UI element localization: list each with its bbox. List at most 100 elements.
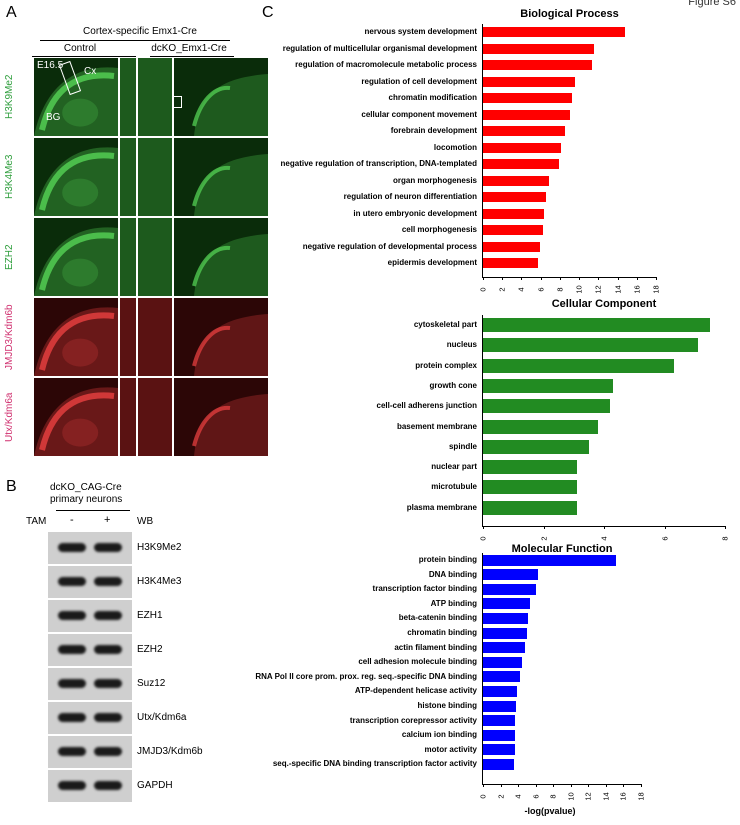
dcko-inset-image <box>138 218 172 296</box>
category-label: basement membrane <box>396 421 477 431</box>
category-label: cell adhesion molecule binding <box>358 657 477 667</box>
category-label: nervous system development <box>364 27 477 36</box>
category-label: regulation of neuron differentiation <box>343 192 477 201</box>
category-label: transcription factor binding <box>372 584 477 594</box>
tick-label: 12 <box>583 792 593 801</box>
tick-mark <box>588 784 590 787</box>
dcko-image <box>174 58 268 136</box>
y-axis-line <box>482 23 483 277</box>
bar <box>483 192 547 202</box>
bar <box>483 598 530 610</box>
tick-label: 2 <box>496 794 506 799</box>
tick-label: 8 <box>548 794 558 799</box>
category-label: regulation of macromolecule metabolic pr… <box>295 60 477 69</box>
tick-mark <box>579 277 581 280</box>
bar <box>483 612 528 624</box>
control-image <box>34 298 118 376</box>
control-underline <box>32 56 136 57</box>
bar <box>483 159 559 169</box>
category-label: DNA binding <box>428 569 477 579</box>
category-label: nucleus <box>446 340 477 350</box>
control-inset-image <box>120 298 136 376</box>
tick-label: 4 <box>516 287 526 292</box>
tick-label: 0 <box>478 287 488 292</box>
tick-mark <box>502 277 504 280</box>
control-inset-image <box>120 58 136 136</box>
basal-ganglia-label: BG <box>46 112 61 123</box>
bar <box>483 142 561 153</box>
bar <box>483 358 674 373</box>
category-label: ATP-dependent helicase activity <box>354 686 477 696</box>
tick-mark <box>636 277 638 280</box>
y-axis-line <box>482 552 483 784</box>
bar <box>483 225 543 235</box>
category-label: organ morphogenesis <box>392 175 477 185</box>
panel-c-letter: C <box>262 4 274 21</box>
dcko-inset-image <box>138 298 172 376</box>
tick-label: 12 <box>593 285 603 294</box>
bar <box>483 500 577 515</box>
age-label: E16.5 <box>37 60 64 71</box>
tick-label: 16 <box>632 285 642 294</box>
bar <box>483 93 573 103</box>
cortex-label: Cx <box>84 66 97 77</box>
bar <box>483 109 571 120</box>
category-label: beta-catenin binding <box>398 613 477 623</box>
category-label: microtubule <box>431 482 477 492</box>
wb-label: WB <box>137 516 154 527</box>
y-axis-line <box>482 314 483 526</box>
bar <box>483 175 550 186</box>
category-label: actin filament binding <box>394 642 477 652</box>
tick-label: 6 <box>531 794 541 799</box>
category-label: forebrain development <box>390 126 477 135</box>
tick-mark <box>483 526 484 529</box>
dcko-underline <box>150 56 234 57</box>
category-label: transcription corepressor activity <box>349 715 477 725</box>
panel-b-title-line2: primary neurons <box>50 494 123 505</box>
tick-mark <box>617 277 619 280</box>
bar <box>483 258 538 268</box>
bar <box>483 569 539 581</box>
category-label: cellular component movement <box>361 109 477 119</box>
tam-label: TAM <box>26 516 47 527</box>
category-label: plasma membrane <box>406 502 477 512</box>
tick-label: 6 <box>536 287 546 292</box>
bar <box>483 744 515 756</box>
tick-label: 10 <box>566 792 576 801</box>
category-label: negative regulation of transcription, DN… <box>280 159 477 168</box>
bar <box>483 378 614 393</box>
control-inset-image <box>120 378 136 456</box>
dcko-column-label: dcKO_Emx1-Cre <box>151 43 227 54</box>
dcko-box <box>172 96 182 108</box>
dcko-image <box>174 138 268 216</box>
bar <box>483 27 626 37</box>
category-label: RNA Pol II core prom. prox. reg. seq.-sp… <box>255 671 477 681</box>
category-label: negative regulation of developmental pro… <box>302 241 477 251</box>
bar <box>483 208 544 219</box>
category-label: motor activity <box>424 744 477 754</box>
category-label: nuclear part <box>431 462 477 472</box>
minus-label: - <box>70 514 74 526</box>
x-axis-line <box>482 784 642 785</box>
bar <box>483 76 576 87</box>
bar <box>483 318 710 332</box>
panel-a-header: Cortex-specific Emx1-Cre <box>83 26 197 37</box>
tick-mark <box>570 784 572 787</box>
dcko-inset-image <box>138 138 172 216</box>
tick-label: 0 <box>478 794 488 799</box>
dcko-inset-image <box>138 58 172 136</box>
category-label: protein binding <box>418 555 477 564</box>
category-label: ATP binding <box>430 598 477 608</box>
category-label: protein complex <box>415 360 477 370</box>
immunostain-grid: H3K9Me2 H3K4Me3 EZH2 JMJD3/Kdm6b Utx/Kdm6a E1… <box>0 58 268 458</box>
chart-title-molecular-function: Molecular Function <box>511 543 613 555</box>
bar <box>483 729 516 741</box>
tick-label: 18 <box>651 285 661 294</box>
tick-label: 2 <box>497 287 507 292</box>
category-label: cell-cell adherens junction <box>376 401 477 411</box>
bar <box>483 715 516 727</box>
x-axis-line <box>482 277 657 278</box>
tick-label: 8 <box>720 536 730 541</box>
bar <box>483 685 518 697</box>
